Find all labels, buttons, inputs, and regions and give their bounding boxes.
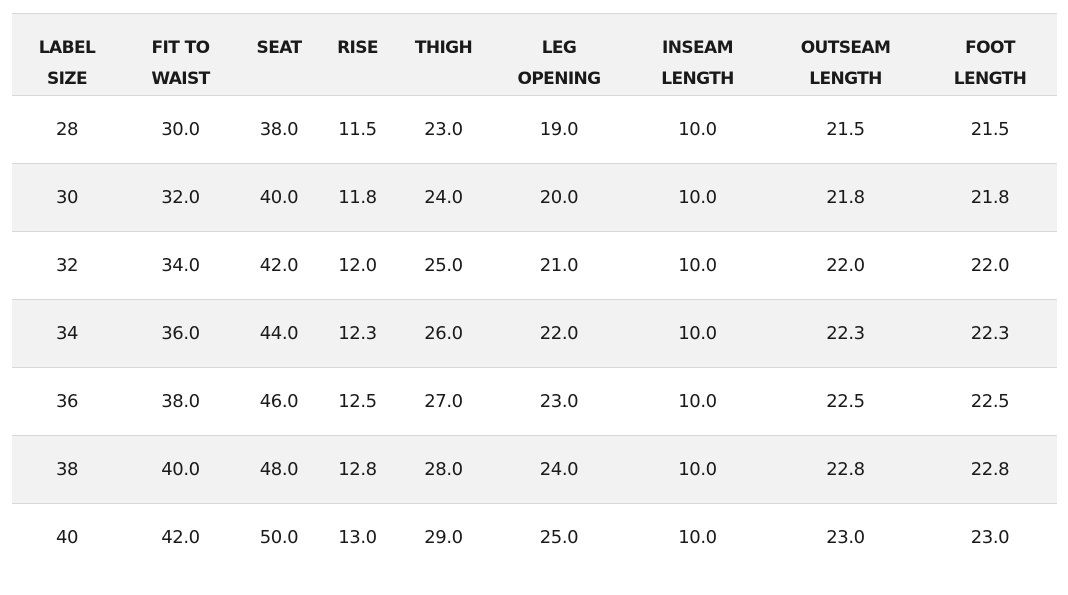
measurement-cell: 21.0 (491, 231, 627, 300)
measurement-cell: 48.0 (239, 435, 319, 504)
header-text-line: OUTSEAM (800, 38, 891, 58)
measurement-cell: 22.0 (923, 231, 1057, 300)
table-row: 36 38.0 46.0 12.5 27.0 23.0 10.0 22.5 22.5 (12, 367, 1057, 436)
header-text-line: WAIST (151, 69, 210, 89)
measurement-cell: 12.5 (319, 367, 396, 436)
header-row: LABEL SIZE FIT TO WAIST SEAT RISE THIGH LEG OPEN… (12, 13, 1057, 96)
measurement-cell: 22.5 (768, 367, 923, 436)
size-chart-header: LABEL SIZE FIT TO WAIST SEAT RISE THIGH LEG OPEN… (12, 13, 1057, 96)
header-text-line: INSEAM (662, 38, 733, 58)
header-outseam-length: OUTSEAM LENGTH (768, 13, 923, 96)
size-label-cell: 32 (12, 231, 122, 300)
size-label-cell: 30 (12, 163, 122, 232)
measurement-cell: 10.0 (627, 163, 768, 232)
header-seat: SEAT (239, 13, 319, 96)
measurement-cell: 44.0 (239, 299, 319, 368)
measurement-cell: 23.0 (826, 527, 865, 549)
header-fit-to-waist: FIT TO WAIST (122, 13, 239, 96)
measurement-cell: 40.0 (239, 163, 319, 232)
measurement-cell: 23.0 (970, 527, 1010, 549)
measurement-cell: 10.0 (627, 367, 768, 436)
measurement-cell: 20.0 (491, 163, 627, 232)
measurement-cell: 12.3 (319, 299, 396, 368)
measurement-cell: 36.0 (122, 299, 239, 368)
measurement-cell: 30.0 (122, 95, 239, 164)
size-label-cell: 28 (12, 95, 122, 164)
measurement-cell: 26.0 (396, 299, 491, 368)
size-chart-table: LABEL SIZE FIT TO WAIST SEAT RISE THIGH LEG OPEN… (12, 13, 1057, 572)
measurement-cell: 21.5 (923, 95, 1057, 164)
measurement-cell: 22.0 (491, 299, 627, 368)
measurement-cell: 12.0 (319, 231, 396, 300)
header-text-line: FIT TO (151, 38, 211, 58)
header-text-line: LENGTH (953, 69, 1027, 89)
size-label-cell: 36 (12, 367, 122, 436)
measurement-cell: 40.0 (122, 435, 239, 504)
measurement-cell: 22.0 (768, 231, 923, 300)
header-rise: RISE (319, 13, 396, 96)
header-leg-opening: LEG OPENING (491, 13, 627, 96)
measurement-cell: 19.0 (491, 95, 627, 164)
measurement-cell: 21.8 (768, 163, 923, 232)
measurement-cell: 10.0 (678, 527, 717, 549)
measurement-cell: 10.0 (627, 231, 768, 300)
header-text-line: FOOT (965, 38, 1015, 58)
header-text-line: LENGTH (809, 69, 882, 89)
header-text-line: RISE (337, 38, 378, 58)
table-row: 28 30.0 38.0 11.5 23.0 19.0 10.0 21.5 21.5 (12, 95, 1057, 164)
measurement-cell: 22.5 (923, 367, 1057, 436)
header-text-line: OPENING (517, 69, 601, 89)
header-text-line: THIGH (414, 38, 473, 58)
measurement-cell: 38.0 (122, 367, 239, 436)
measurement-cell: 13.0 (338, 527, 377, 549)
measurement-cell: 10.0 (627, 95, 768, 164)
measurement-cell: 25.0 (396, 231, 491, 300)
header-foot-length: FOOT LENGTH (923, 13, 1057, 96)
measurement-cell: 46.0 (239, 367, 319, 436)
measurement-cell: 42.0 (161, 527, 200, 549)
header-thigh: THIGH (396, 13, 491, 96)
measurement-cell: 29.0 (424, 527, 463, 549)
measurement-cell: 38.0 (239, 95, 319, 164)
table-row: 38 40.0 48.0 12.8 28.0 24.0 10.0 22.8 22.8 (12, 435, 1057, 504)
size-label-cell: 40 (55, 527, 79, 549)
measurement-cell: 22.3 (768, 299, 923, 368)
measurement-cell: 28.0 (396, 435, 491, 504)
measurement-cell: 25.0 (539, 527, 579, 549)
header-inseam-length: INSEAM LENGTH (627, 13, 768, 96)
measurement-cell: 11.8 (319, 163, 396, 232)
measurement-cell: 21.8 (923, 163, 1057, 232)
measurement-cell: 24.0 (491, 435, 627, 504)
measurement-cell: 22.8 (768, 435, 923, 504)
measurement-cell: 24.0 (396, 163, 491, 232)
header-text-line: LEG (541, 38, 577, 58)
measurement-cell: 42.0 (239, 231, 319, 300)
measurement-cell: 10.0 (627, 435, 768, 504)
header-text-line: LENGTH (661, 69, 734, 89)
measurement-cell: 27.0 (396, 367, 491, 436)
table-row: 32 34.0 42.0 12.0 25.0 21.0 10.0 22.0 22.0 (12, 231, 1057, 300)
table-row: 34 36.0 44.0 12.3 26.0 22.0 10.0 22.3 22.3 (12, 299, 1057, 368)
measurement-cell: 22.3 (923, 299, 1057, 368)
header-label-size: LABEL SIZE (12, 13, 122, 96)
measurement-cell: 10.0 (627, 299, 768, 368)
header-text-line: LABEL (38, 38, 96, 58)
size-label-cell: 38 (12, 435, 122, 504)
size-chart-body: 28 30.0 38.0 11.5 23.0 19.0 10.0 21.5 21.5 30 32.0… (12, 95, 1057, 572)
measurement-cell: 21.5 (768, 95, 923, 164)
measurement-cell: 22.8 (923, 435, 1057, 504)
measurement-cell: 32.0 (122, 163, 239, 232)
measurement-cell: 23.0 (396, 95, 491, 164)
measurement-cell: 50.0 (259, 527, 299, 549)
measurement-cell: 34.0 (122, 231, 239, 300)
table-row: 30 32.0 40.0 11.8 24.0 20.0 10.0 21.8 21.8 (12, 163, 1057, 232)
header-text-line: SEAT (256, 38, 302, 58)
measurement-cell: 11.5 (319, 95, 396, 164)
table-row: 40 42.0 50.0 13.0 29.0 25.0 10.0 23.0 23.0 (12, 504, 1057, 572)
measurement-cell: 12.8 (319, 435, 396, 504)
measurement-cell: 23.0 (491, 367, 627, 436)
header-text-line: SIZE (46, 69, 88, 89)
size-label-cell: 34 (12, 299, 122, 368)
